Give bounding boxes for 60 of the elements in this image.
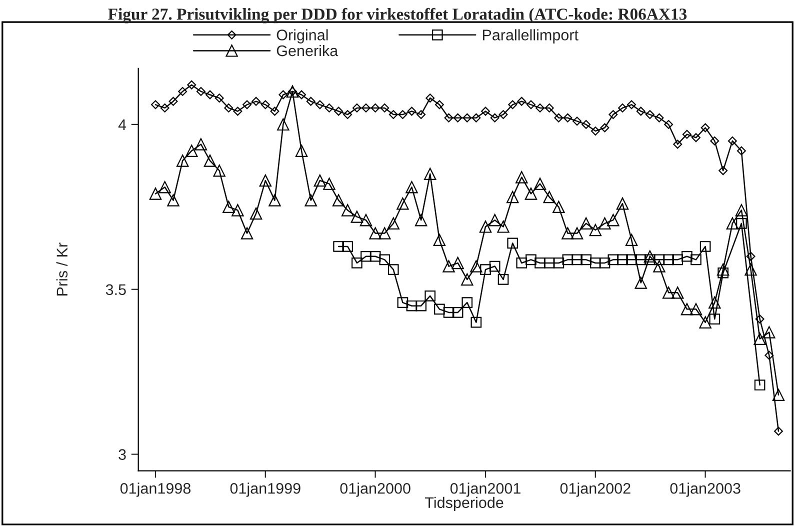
point: [480, 264, 491, 275]
point: [333, 241, 344, 252]
y-tick-label: 3.5: [106, 284, 126, 296]
point: [443, 307, 454, 318]
point: [370, 250, 381, 262]
point: [489, 260, 500, 272]
point: [672, 254, 684, 266]
point: [462, 297, 473, 308]
point: [406, 300, 418, 312]
point: [416, 300, 426, 312]
point: [617, 254, 628, 266]
point: [644, 254, 656, 266]
point: [754, 380, 766, 390]
point: [498, 274, 509, 285]
point: [352, 258, 362, 268]
x-axis-title: Tidsperiode: [425, 496, 504, 512]
legend-label: Original: [276, 29, 328, 44]
point: [553, 258, 564, 268]
point: [388, 264, 399, 275]
y-axis-title: Pris / Kr: [56, 242, 68, 296]
point: [635, 254, 646, 266]
point: [470, 316, 482, 328]
point: [379, 254, 390, 266]
point: [562, 254, 574, 266]
chart-title: Figur 27. Prisutvikling per DDD for virkestoffet Loratadin (ATC-kode: R06AX13: [108, 8, 687, 24]
point: [360, 250, 372, 262]
point: [526, 254, 536, 266]
point: [516, 258, 528, 268]
point: [682, 250, 692, 262]
point: [608, 254, 619, 266]
y-tick-label: 3: [118, 449, 126, 460]
point: [700, 241, 711, 252]
legend-label: Parallellimport: [482, 29, 578, 44]
point: [424, 290, 436, 302]
point: [572, 254, 582, 266]
x-tick-label: 01jan2000: [340, 482, 410, 497]
point: [534, 258, 546, 268]
point: [736, 218, 747, 229]
point: [507, 238, 518, 249]
point: [709, 314, 720, 324]
point: [690, 254, 702, 266]
x-tick-label: 01jan2002: [560, 482, 630, 497]
point: [718, 267, 728, 278]
point: [342, 241, 354, 252]
y-tick-label: 4: [118, 119, 126, 130]
point: [452, 307, 464, 318]
point: [599, 258, 610, 268]
point: [397, 297, 408, 308]
x-tick-label: 01jan2001: [450, 482, 520, 497]
point: [663, 254, 674, 266]
point: [590, 258, 601, 268]
legend-label: Generika: [276, 44, 338, 56]
point: [434, 304, 445, 315]
x-tick-label: 01jan1999: [230, 482, 300, 497]
point: [626, 254, 637, 266]
point: [544, 258, 555, 268]
x-tick-label: 01jan2003: [670, 482, 740, 497]
x-tick-label: 01jan1998: [120, 482, 191, 497]
point: [654, 254, 665, 266]
point: [580, 254, 592, 266]
